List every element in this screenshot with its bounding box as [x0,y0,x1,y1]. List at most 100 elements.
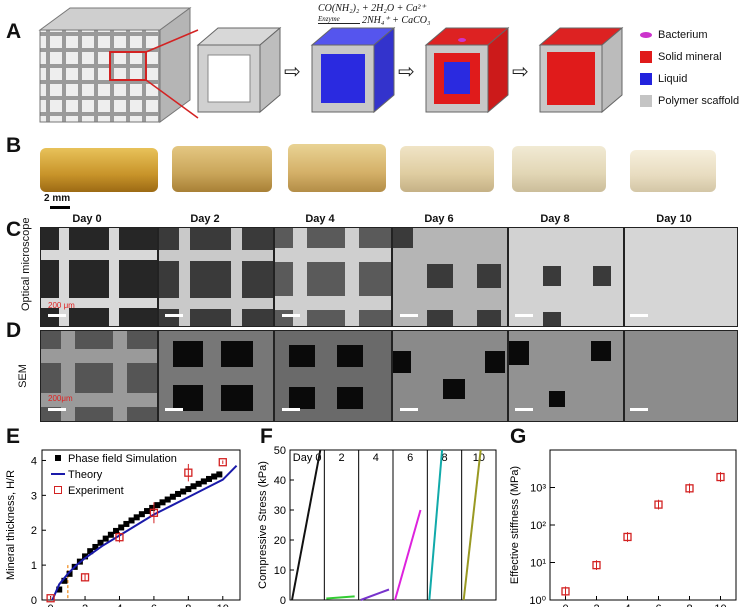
scale-bar-d10 [630,408,648,411]
x-tick-label: 0 [562,603,568,607]
panel-a-schematic: ⇨ ⇨ ⇨ [38,7,624,123]
optical-tile-4 [274,227,392,327]
legend-sim-marker [55,455,61,461]
scale-bar-d2 [165,408,183,411]
sim-point [200,478,207,485]
bacterium-icon [640,32,652,38]
sem-tile-6 [392,330,508,422]
exp-point [80,573,90,582]
legend-exp-marker [54,486,62,494]
optical-tile-2 [158,227,274,327]
subpanel-label: Day 0 [293,452,322,464]
y-axis-label: Mineral thickness, H/R [5,470,17,580]
x-tick-label: 10 [714,603,726,607]
scale-bar-d8 [515,408,533,411]
y-tick-label: 4 [31,455,37,467]
sem-tile-4 [274,330,392,422]
sim-point [102,535,109,542]
exp-point [218,458,227,467]
solid-cube [538,26,624,114]
sim-point [180,488,187,495]
x-tick-label: 4 [624,603,630,607]
sample-day-2 [172,146,272,192]
day-header-2: Day 2 [190,213,220,225]
y-tick-label: 40 [274,475,286,487]
panel-label-c: C [6,218,22,241]
sim-point [175,490,182,497]
day-header-4: Day 4 [305,213,335,225]
sem-tile-8 [508,330,624,422]
arrow-2: ⇨ [398,61,415,83]
subpanel-label: 8 [441,452,447,464]
scale-bar-c6 [400,314,418,317]
legend-theory-label: Theory [68,469,103,481]
y-tick-label: 0 [31,595,37,607]
scale-bar-c10 [630,314,648,317]
plot-frame [41,449,241,601]
y-axis-label: Effective stiffness (MPa) [509,466,521,584]
scale-bar-c8 [515,314,533,317]
sim-point [113,527,120,534]
legend-exp-label: Experiment [68,485,124,497]
x-tick-label: 2 [593,603,599,607]
sem-tile-2 [158,330,274,422]
lattice-cube [38,7,199,123]
sim-point [149,504,156,511]
day-header-10: Day 10 [656,213,692,225]
chart-g: 10⁰ 10¹ 10² 10³ 0 2 4 6 8 10 Effective stiffness (… [509,449,737,607]
sim-point [82,553,89,560]
sem-tile-0 [40,330,158,422]
sim-point [164,496,171,503]
stress-curve [326,595,355,600]
panel-label-b: B [6,134,22,157]
x-tick-label: 10 [217,603,229,607]
y-tick-label: 10⁰ [529,595,546,607]
y-tick-label: 20 [274,535,286,547]
y-tick-label: 10² [530,520,546,532]
stiffness-point [561,587,570,596]
sample-day-0 [40,148,158,192]
subpanel-label: 4 [373,452,379,464]
panel-label-d: D [6,319,22,342]
frame-cube [196,26,282,114]
sample-day-8 [512,146,606,192]
optical-tile-0 [40,227,158,327]
sim-point [206,475,213,482]
sim-point [128,517,135,524]
arrow-1: ⇨ [284,61,301,83]
sim-point [169,493,176,500]
day-header-8: Day 8 [540,213,570,225]
exp-point [115,533,124,542]
sim-point [216,471,223,478]
scale-label-d: 200μm [48,394,73,403]
sim-point [66,570,73,577]
exp-point [149,508,159,517]
zoom-box [109,51,147,81]
y-tick-label: 3 [31,490,37,502]
subpanel-label: 6 [407,452,413,464]
y-tick-label: 10 [274,565,286,577]
arrow-3: ⇨ [512,61,529,83]
scale-bar-c4 [282,314,300,317]
x-tick-label: 4 [116,603,122,607]
sim-point [97,539,104,546]
sim-point [87,548,94,555]
row-d-label: SEM [17,364,29,388]
sim-point [211,473,218,480]
x-tick-label: 6 [151,603,157,607]
y-tick-label: 50 [274,445,286,457]
reaction-line-2: 2NH₄⁺ + CaCO₃ [362,15,431,26]
x-tick-label: 6 [655,603,661,607]
sem-tile-10 [624,330,738,422]
scale-label-b: 2 mm [44,193,71,204]
sample-day-4 [288,144,386,192]
stress-curve [394,509,422,601]
sim-point [123,520,130,527]
scale-bar-d4 [282,408,300,411]
sim-point [133,514,140,521]
y-axis-label: Compressive Stress (kPa) [257,461,269,589]
panel-label-e: E [6,425,21,448]
x-tick-label: 8 [686,603,692,607]
sim-point [154,502,161,509]
optical-tile-10 [624,227,738,327]
